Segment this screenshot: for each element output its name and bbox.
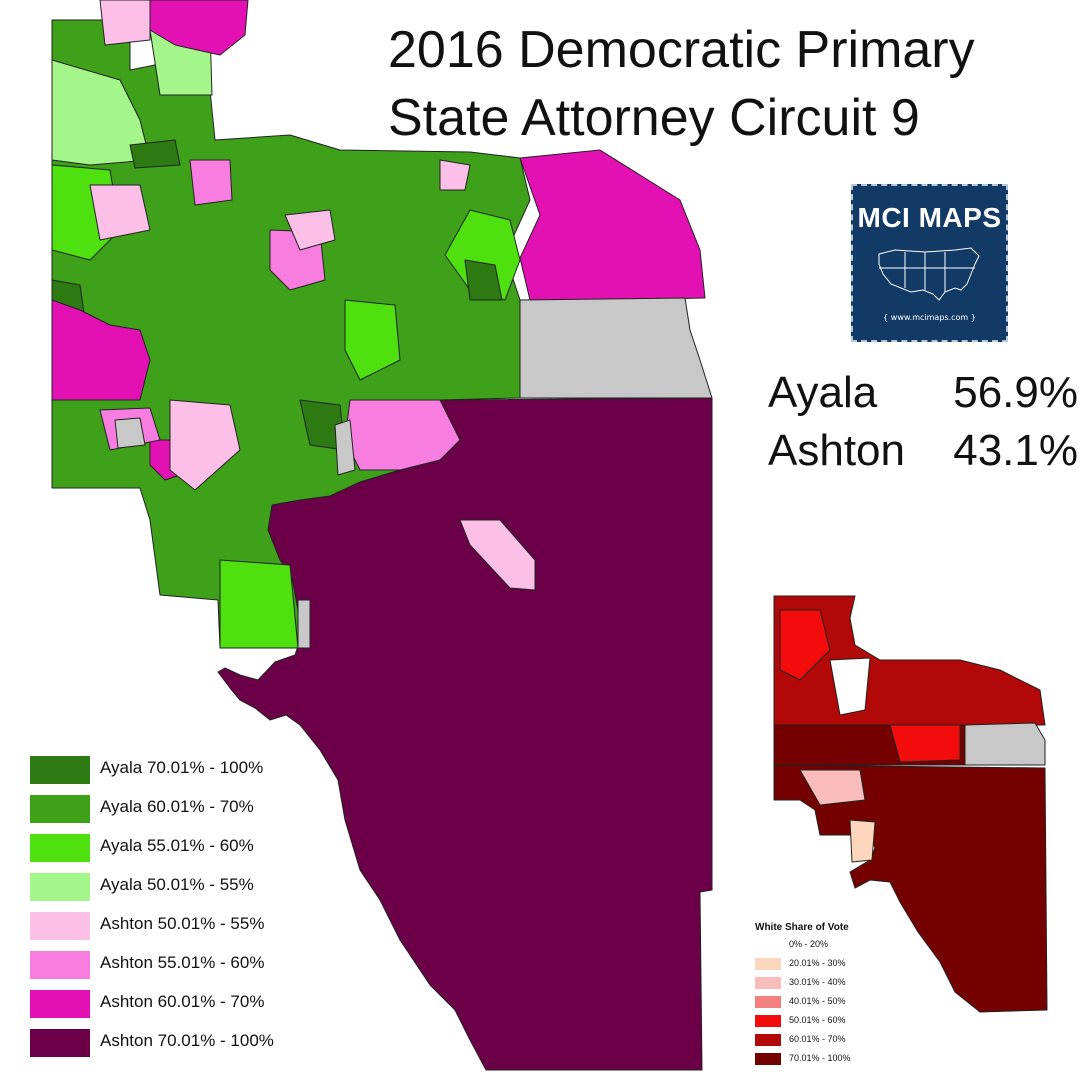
region-ashton-60-ne [519, 149, 706, 301]
legend-label: Ayala 70.01% - 100% [100, 758, 264, 777]
legend-swatch [30, 1029, 90, 1057]
legend-swatch [30, 912, 90, 940]
inset-legend-item: 60.01% - 70% [755, 1034, 915, 1046]
region-ashton-55-3 [189, 159, 233, 206]
region-ashton-60-top [149, 0, 249, 56]
inset-region-mid-red-2 [889, 724, 961, 763]
inset-legend-label: 70.01% - 100% [789, 1053, 851, 1063]
inset-region-no-data [964, 722, 1046, 766]
legend-label: Ashton 70.01% - 100% [100, 1031, 274, 1050]
legend-swatch [30, 795, 90, 823]
result-row: Ayala 56.9% [768, 368, 1078, 418]
legend-swatch [30, 834, 90, 862]
region-ayala-55-east [444, 209, 521, 301]
legend-label: Ayala 50.01% - 55% [100, 875, 254, 894]
legend-item: Ayala 50.01% - 55% [30, 873, 330, 901]
inset-legend-swatch [755, 1053, 781, 1065]
inset-legend-swatch [755, 939, 781, 951]
region-ashton-50-5 [284, 209, 336, 251]
region-ayala-55-center [344, 299, 401, 381]
inset-region-peach [849, 819, 876, 863]
legend-label: Ashton 60.01% - 70% [100, 992, 265, 1011]
map-title-line2: State Attorney Circuit 9 [388, 89, 920, 147]
legend-item: Ayala 70.01% - 100% [30, 756, 330, 784]
result-row: Ashton 43.1% [768, 426, 1078, 476]
main-map [51, 0, 713, 1071]
inset-legend-label: 60.01% - 70% [789, 1034, 846, 1044]
region-ashton-50-3 [169, 399, 241, 491]
inset-legend-swatch [755, 977, 781, 989]
inset-legend: White Share of Vote 0% - 20% 20.01% - 30%… [755, 922, 851, 1065]
logo-url: { www.mcimaps.com } [883, 313, 976, 322]
inset-legend-item: 20.01% - 30% [755, 958, 915, 970]
inset-legend-item: 70.01% - 100% [755, 1053, 915, 1065]
legend-swatch [30, 990, 90, 1018]
inset-region-south [773, 764, 1048, 1013]
inset-legend-item: 50.01% - 60% [755, 1015, 915, 1027]
legend-item: Ashton 50.01% - 55% [30, 912, 330, 940]
legend-label: Ashton 50.01% - 55% [100, 914, 265, 933]
region-ashton-50-2 [459, 519, 536, 591]
inset-legend-label: 50.01% - 60% [789, 1015, 846, 1025]
legend-item: Ashton 70.01% - 100% [30, 1029, 330, 1057]
mci-maps-logo: MCI MAPS { www.mcimaps.com } [851, 184, 1008, 342]
region-no-data-east [519, 297, 713, 399]
inset-legend-title: White Share of Vote [755, 922, 849, 933]
region-ayala-55-south [219, 559, 299, 649]
inset-legend-item: 40.01% - 50% [755, 996, 915, 1008]
inset-legend-label: 30.01% - 40% [789, 977, 846, 987]
region-ayala-70-4 [129, 139, 181, 169]
inset-map-white-share [773, 595, 1048, 1013]
inset-legend-item: 30.01% - 40% [755, 977, 915, 989]
region-ashton-50-1 [89, 184, 151, 241]
inset-region-mid-red [779, 609, 831, 681]
legend-item: Ashton 60.01% - 70% [30, 990, 330, 1018]
candidate-name: Ayala [768, 368, 878, 417]
inset-legend-label: 0% - 20% [789, 939, 829, 949]
legend-swatch [30, 951, 90, 979]
inset-legend-swatch [755, 958, 781, 970]
logo-name: MCI MAPS [857, 202, 1002, 233]
region-ashton-50-4 [439, 159, 471, 191]
legend-item: Ayala 60.01% - 70% [30, 795, 330, 823]
region-no-data-west [114, 417, 146, 449]
region-ayala-70-2 [464, 259, 503, 301]
region-ashton-50-top [99, 0, 151, 46]
legend-item: Ashton 55.01% - 60% [30, 951, 330, 979]
legend-swatch [30, 756, 90, 784]
legend-item: Ayala 55.01% - 60% [30, 834, 330, 862]
inset-legend-swatch [755, 1015, 781, 1027]
usa-map-icon [878, 247, 980, 301]
legend-label: Ayala 55.01% - 60% [100, 836, 254, 855]
inset-legend-item: 0% - 20% [755, 939, 915, 951]
inset-region-white [829, 657, 871, 716]
candidate-percent: 56.9% [953, 368, 1078, 417]
map-title-line1: 2016 Democratic Primary [388, 21, 975, 79]
inset-legend-swatch [755, 996, 781, 1008]
inset-legend-label: 20.01% - 30% [789, 958, 846, 968]
legend-label: Ashton 55.01% - 60% [100, 953, 265, 972]
inset-legend-label: 40.01% - 50% [789, 996, 846, 1006]
legend-label: Ayala 60.01% - 70% [100, 797, 254, 816]
candidate-name: Ashton [768, 426, 905, 475]
inset-legend-swatch [755, 1034, 781, 1046]
candidate-percent: 43.1% [953, 426, 1078, 475]
region-no-data-south [297, 599, 311, 649]
region-ashton-60-west [51, 299, 151, 401]
inset-region-pink [799, 769, 866, 806]
region-no-data-center [334, 419, 356, 476]
legend-swatch [30, 873, 90, 901]
